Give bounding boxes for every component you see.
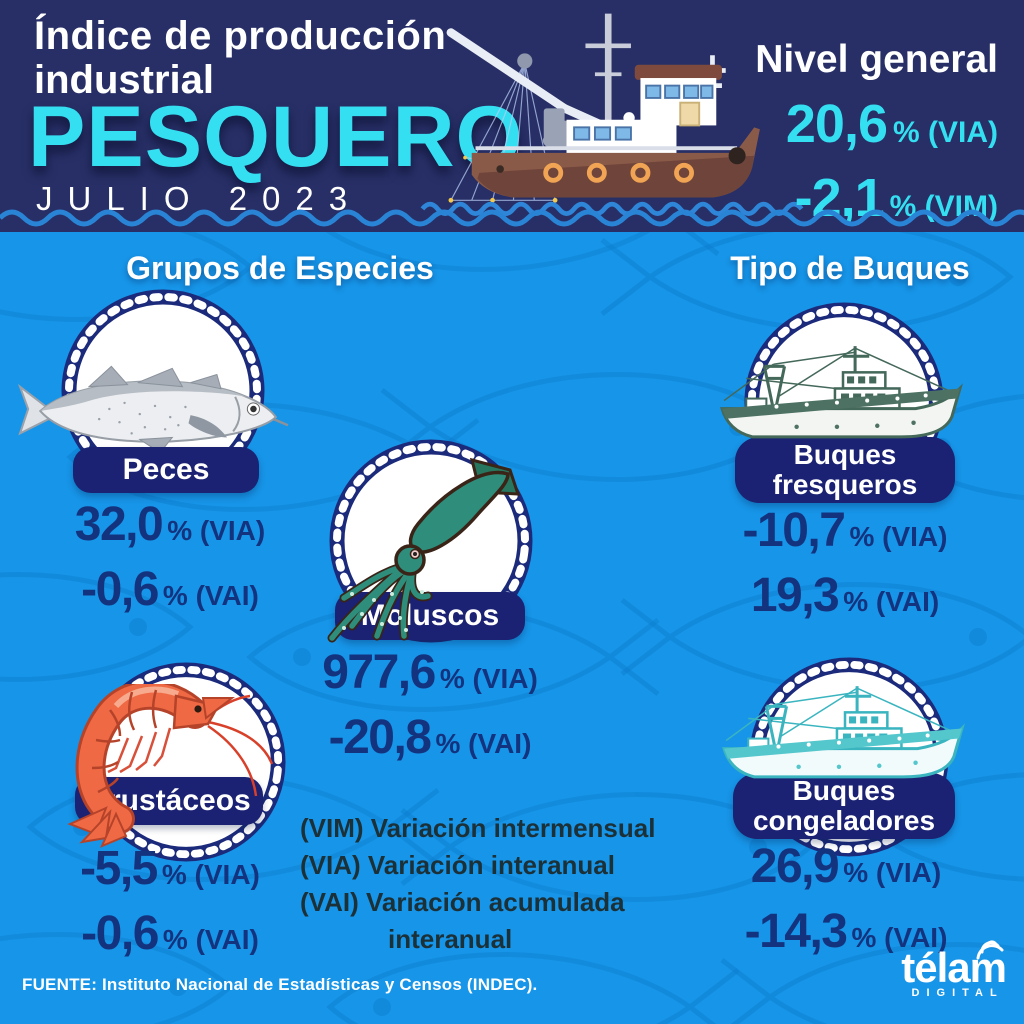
buques-heading: Tipo de Buques <box>730 250 970 286</box>
shrimp-icon <box>67 684 274 848</box>
fish-icon <box>18 365 289 454</box>
signal-arcs-icon <box>976 940 1004 960</box>
fresqueros-vai-value: 19,3 <box>750 569 840 622</box>
crustaceos-vai-value: -0,6 <box>81 907 159 960</box>
trawler-teal-icon <box>722 686 965 779</box>
telam-digital-label: DIGITAL <box>911 987 1004 999</box>
nivel-via-suffix: % (VIA) <box>893 116 998 149</box>
crustaceos-values: -5,5% (VIA) -0,6% (VAI) <box>5 842 335 972</box>
congeladores-via-suffix: % (VIA) <box>843 857 942 888</box>
squid-icon <box>327 457 521 643</box>
moluscos-via-value: 977,6 <box>322 646 436 699</box>
congeladores-via-value: 26,9 <box>750 840 840 893</box>
source-note: FUENTE: Instituto Nacional de Estadístic… <box>22 975 538 994</box>
moluscos-values: 977,6% (VIA) -20,8% (VAI) <box>262 646 598 776</box>
abbreviation-legend: (VIM) Variación intermensual (VIA) Varia… <box>300 810 655 958</box>
fresqueros-label-line1: Buques <box>793 438 897 470</box>
fresqueros-vai-suffix: % (VAI) <box>843 586 940 617</box>
nivel-general-label: Nivel general <box>755 38 998 81</box>
legend-vai-line2: interanual <box>388 924 513 954</box>
peces-via-suffix: % (VIA) <box>167 515 266 546</box>
title-line1: Índice de producción <box>34 14 447 58</box>
congeladores-label-line2: congeladores <box>752 805 936 836</box>
congeladores-label-line1: Buques <box>792 774 896 806</box>
peces-vai-value: -0,6 <box>81 563 159 616</box>
telam-logo: télam DIGITAL <box>901 940 1007 999</box>
title-line2: industrial <box>34 58 215 102</box>
fresqueros-values: -10,7% (VIA) 19,3% (VAI) <box>690 504 1000 634</box>
trawler-green-icon <box>720 346 963 439</box>
peces-label: Peces <box>122 452 210 486</box>
especies-heading: Grupos de Especies <box>126 250 434 286</box>
wave-divider <box>0 209 1024 227</box>
legend-via: (VIA) Variación interanual <box>300 850 615 880</box>
congeladores-values: 26,9% (VIA) -14,3% (VAI) <box>688 840 1004 970</box>
moluscos-vai-suffix: % (VAI) <box>435 728 532 759</box>
nivel-via-value: 20,6 <box>785 94 888 154</box>
telam-text: télam <box>901 944 1007 991</box>
congeladores-vai-value: -14,3 <box>744 905 848 958</box>
fresqueros-label-line2: fresqueros <box>772 469 918 500</box>
telam-wordmark: télam <box>901 940 1007 991</box>
fishing-boat-icon <box>420 13 804 216</box>
congeladores-label-pill: Buques congeladores <box>733 773 955 839</box>
nivel-general-values: 20,6% (VIA) -2,1% (VIM) <box>786 94 998 242</box>
peces-vai-suffix: % (VAI) <box>162 580 259 611</box>
crustaceos-via-value: -5,5 <box>80 842 158 895</box>
nivel-via-row: 20,6% (VIA) <box>786 94 998 168</box>
title-main: PESQUERO <box>28 89 524 185</box>
moluscos-vai-value: -20,8 <box>328 711 432 764</box>
legend-vim: (VIM) Variación intermensual <box>300 813 656 843</box>
crustaceos-via-suffix: % (VIA) <box>161 859 260 890</box>
moluscos-via-suffix: % (VIA) <box>439 663 538 694</box>
peces-via-value: 32,0 <box>74 498 164 551</box>
peces-values: 32,0% (VIA) -0,6% (VAI) <box>0 498 340 628</box>
legend-vai: (VAI) Variación acumulada <box>300 887 625 917</box>
crustaceos-vai-suffix: % (VAI) <box>162 924 259 955</box>
fresqueros-via-value: -10,7 <box>742 504 846 557</box>
fresqueros-via-suffix: % (VIA) <box>849 521 948 552</box>
fresqueros-label-pill: Buques fresqueros <box>735 437 955 503</box>
congeladores-vai-suffix: % (VAI) <box>851 922 948 953</box>
peces-label-pill: Peces <box>73 447 259 493</box>
header-band: Índice de producción industrial PESQUERO… <box>0 0 1024 232</box>
